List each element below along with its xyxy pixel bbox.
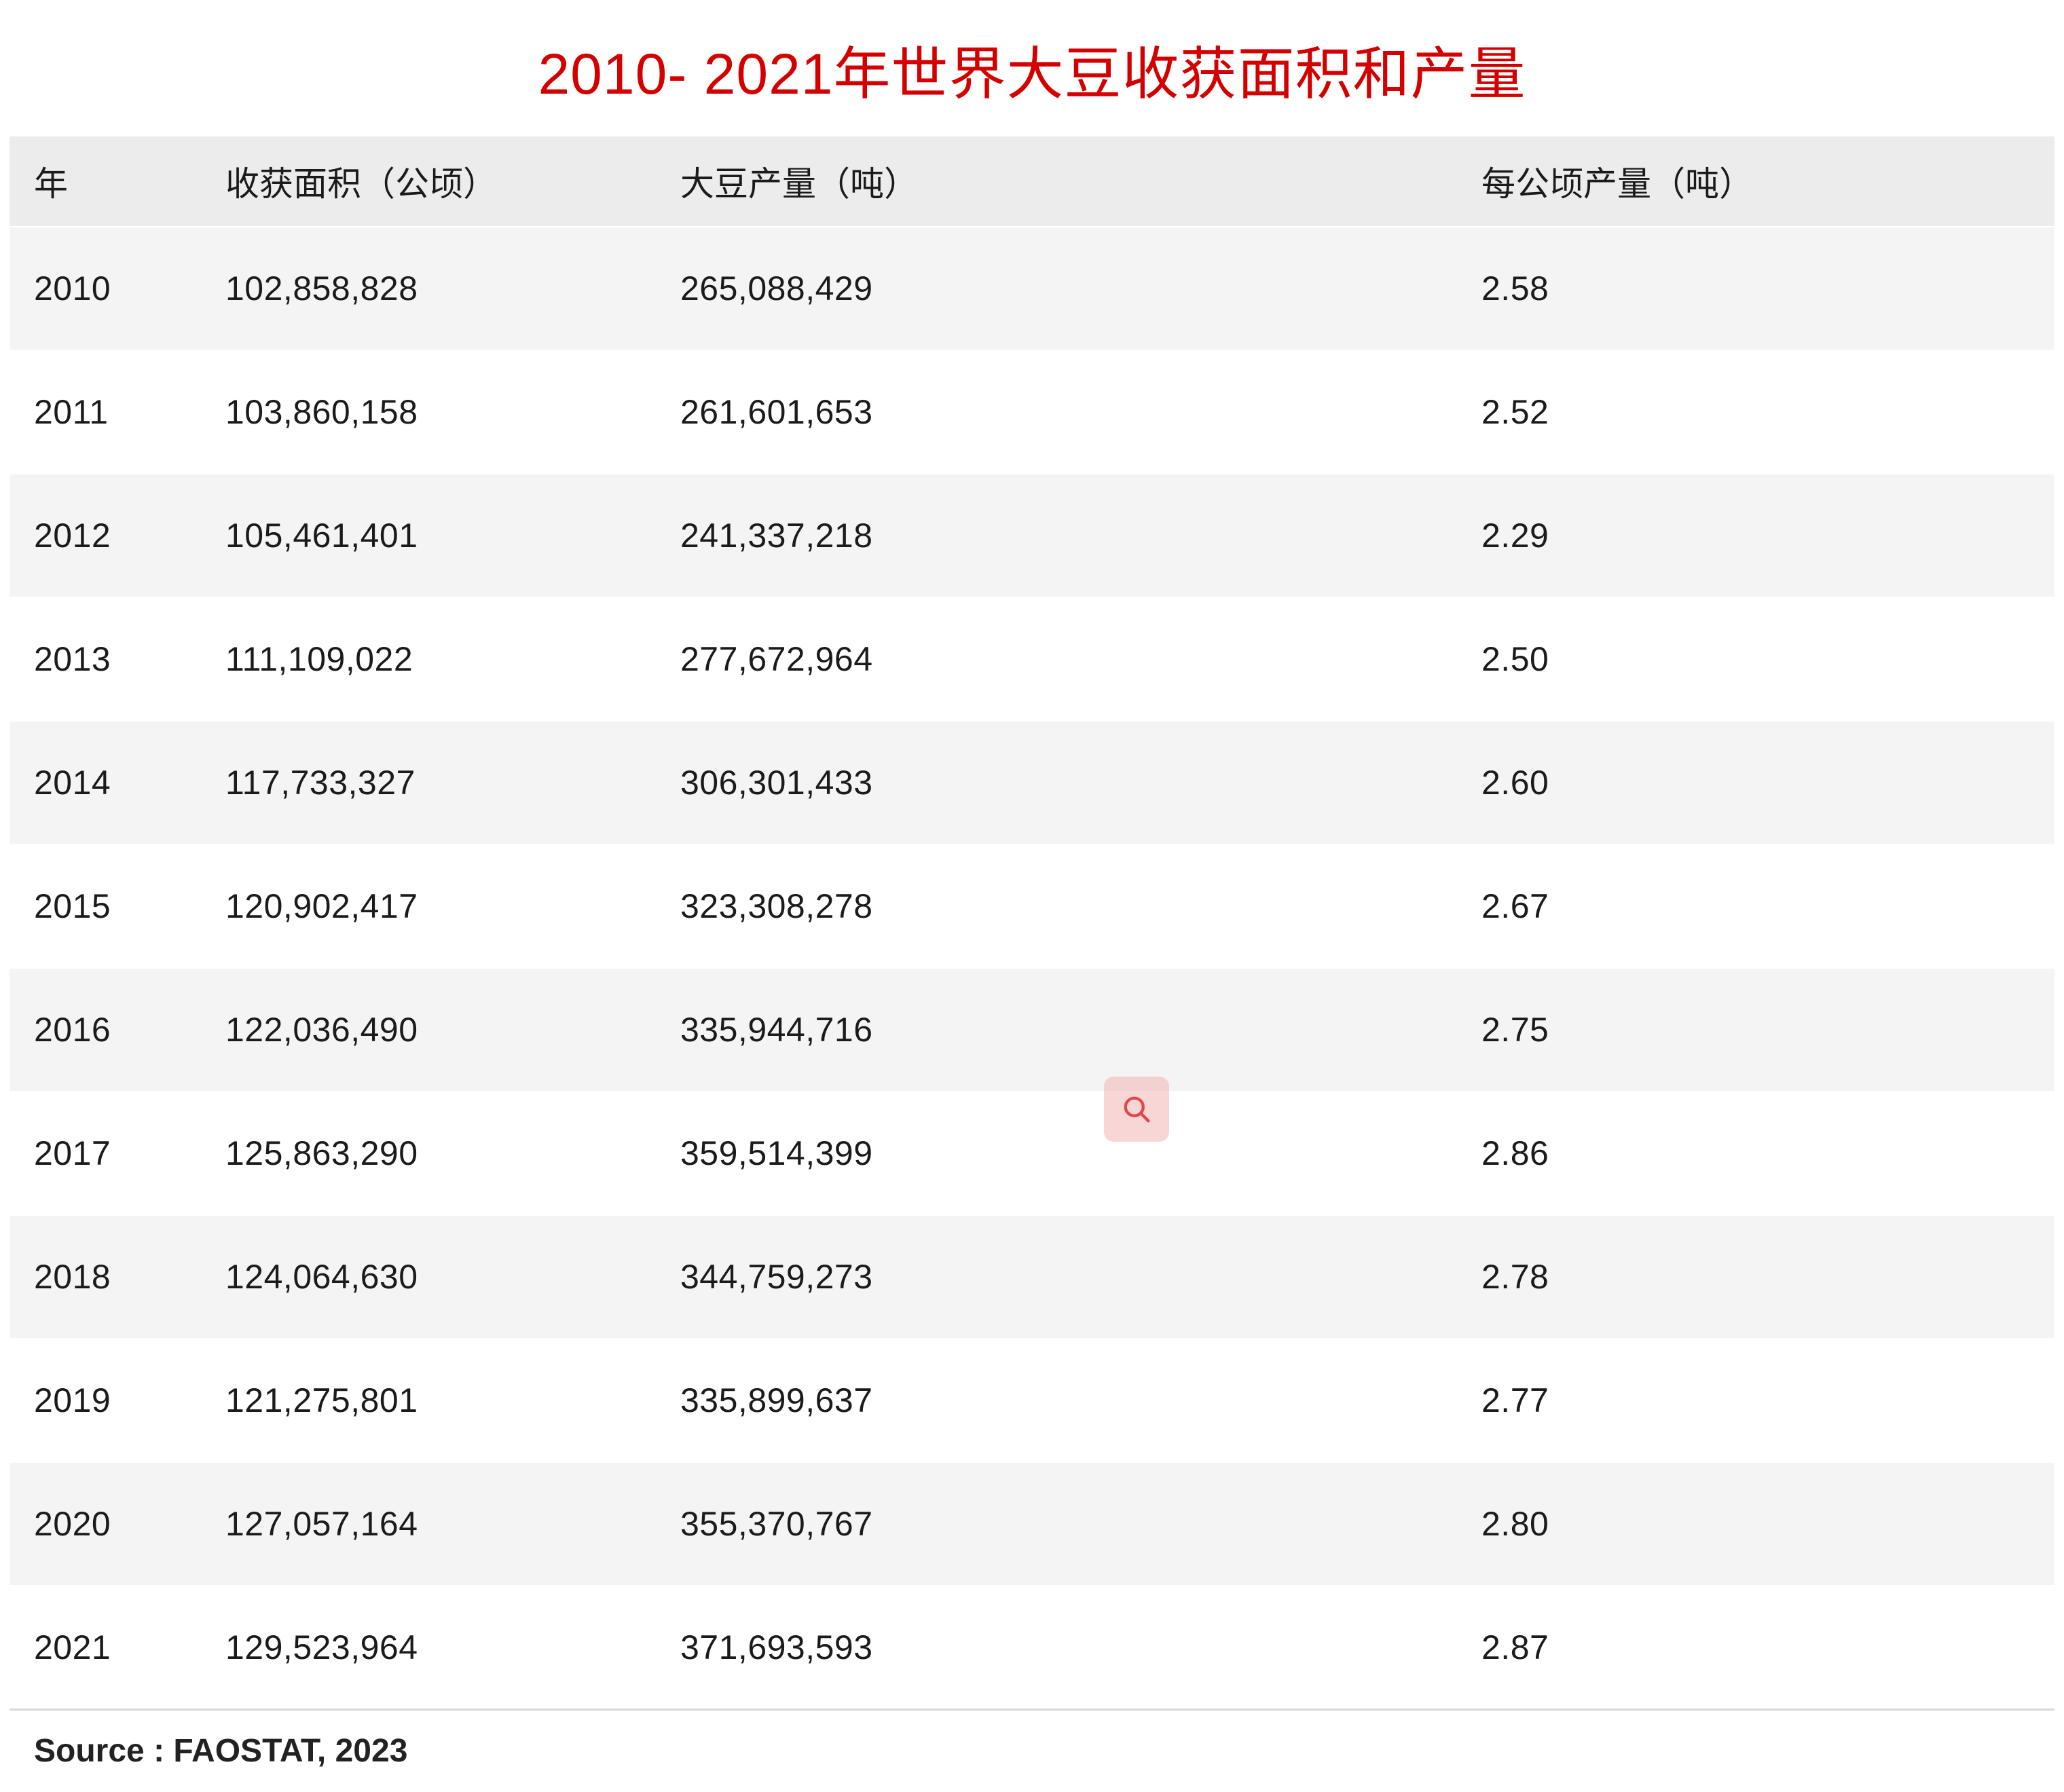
table-body: 2010 102,858,828 265,088,429 2.58 2011 103,86…: [10, 227, 2054, 1709]
table-row: 2014 117,733,327 306,301,433 2.60: [10, 721, 2054, 844]
cell-production: 323,308,278: [680, 887, 873, 925]
cell-yield: 2.78: [1481, 1258, 1549, 1296]
cell-area: 124,064,630: [225, 1258, 418, 1296]
cell-production: 335,944,716: [680, 1011, 873, 1049]
table-row: 2018 124,064,630 344,759,273 2.78: [10, 1215, 2054, 1339]
table-row: 2015 120,902,417 323,308,278 2.67: [10, 844, 2054, 968]
cell-area: 117,733,327: [225, 764, 416, 802]
col-header-production: 大豆产量（吨）: [661, 136, 1462, 227]
col-header-year: 年: [10, 136, 206, 227]
cell-area: 125,863,290: [225, 1134, 418, 1172]
cell-yield: 2.52: [1481, 393, 1549, 431]
cell-area: 120,902,417: [225, 887, 418, 925]
cell-yield: 2.50: [1481, 640, 1549, 678]
source-text: Source : FAOSTAT, 2023: [34, 1732, 408, 1769]
soybean-table: 年 收获面积（公顷） 大豆产量（吨） 每公顷产量（吨） 2010 102,858,…: [10, 136, 2054, 1709]
cell-production: 265,088,429: [680, 269, 873, 307]
cell-production: 306,301,433: [680, 764, 873, 802]
cell-yield: 2.75: [1481, 1011, 1549, 1049]
cell-production: 261,601,653: [680, 393, 873, 431]
cell-yield: 2.67: [1481, 887, 1549, 925]
cell-area: 105,461,401: [225, 517, 418, 555]
cell-yield: 2.86: [1481, 1134, 1549, 1172]
data-table: 年 收获面积（公顷） 大豆产量（吨） 每公顷产量（吨） 2010 102,858,…: [10, 136, 2054, 1709]
cell-year: 2011: [34, 393, 109, 431]
cell-year: 2016: [34, 1011, 111, 1049]
table-row: 2021 129,523,964 371,693,593 2.87: [10, 1586, 2054, 1709]
header-row: 年 收获面积（公顷） 大豆产量（吨） 每公顷产量（吨）: [10, 136, 2054, 227]
cell-yield: 2.60: [1481, 764, 1549, 802]
search-button[interactable]: [1104, 1077, 1169, 1142]
cell-production: 344,759,273: [680, 1258, 873, 1296]
cell-area: 111,109,022: [225, 640, 413, 678]
cell-area: 103,860,158: [225, 393, 418, 431]
cell-yield: 2.58: [1481, 269, 1549, 307]
cell-area: 121,275,801: [225, 1381, 418, 1419]
col-header-area: 收获面积（公顷）: [206, 136, 661, 227]
cell-yield: 2.77: [1481, 1381, 1549, 1419]
cell-production: 241,337,218: [680, 517, 873, 555]
table-row: 2019 121,275,801 335,899,637 2.77: [10, 1339, 2054, 1462]
table-row: 2011 103,860,158 261,601,653 2.52: [10, 350, 2054, 474]
cell-production: 371,693,593: [680, 1628, 873, 1666]
source-bar: Source : FAOSTAT, 2023: [10, 1709, 2054, 1791]
page-title: 2010- 2021年世界大豆收获面积和产量: [538, 42, 1526, 106]
cell-production: 355,370,767: [680, 1505, 873, 1543]
table-row: 2012 105,461,401 241,337,218 2.29: [10, 474, 2054, 597]
col-header-yield: 每公顷产量（吨）: [1462, 136, 2054, 227]
cell-year: 2020: [34, 1505, 111, 1543]
cell-production: 335,899,637: [680, 1381, 873, 1419]
cell-area: 102,858,828: [225, 269, 418, 307]
cell-production: 359,514,399: [680, 1134, 873, 1172]
cell-year: 2015: [34, 887, 111, 925]
cell-year: 2014: [34, 764, 111, 802]
cell-year: 2013: [34, 640, 111, 678]
table-row: 2020 127,057,164 355,370,767 2.80: [10, 1462, 2054, 1586]
cell-year: 2012: [34, 517, 111, 555]
table-row: 2010 102,858,828 265,088,429 2.58: [10, 227, 2054, 350]
table-row: 2016 122,036,490 335,944,716 2.75: [10, 968, 2054, 1091]
cell-year: 2019: [34, 1381, 111, 1419]
cell-year: 2021: [34, 1628, 111, 1666]
cell-year: 2010: [34, 269, 111, 307]
cell-year: 2017: [34, 1134, 111, 1172]
table-row: 2017 125,863,290 359,514,399 2.86: [10, 1091, 2054, 1215]
cell-yield: 2.29: [1481, 517, 1549, 555]
table-header: 年 收获面积（公顷） 大豆产量（吨） 每公顷产量（吨）: [10, 136, 2054, 227]
cell-year: 2018: [34, 1258, 111, 1296]
search-icon: [1119, 1091, 1154, 1127]
cell-area: 129,523,964: [225, 1628, 418, 1666]
cell-yield: 2.87: [1481, 1628, 1549, 1666]
cell-yield: 2.80: [1481, 1505, 1549, 1543]
cell-production: 277,672,964: [680, 640, 873, 678]
cell-area: 122,036,490: [225, 1011, 418, 1049]
cell-area: 127,057,164: [225, 1505, 418, 1543]
table-row: 2013 111,109,022 277,672,964 2.50: [10, 597, 2054, 721]
